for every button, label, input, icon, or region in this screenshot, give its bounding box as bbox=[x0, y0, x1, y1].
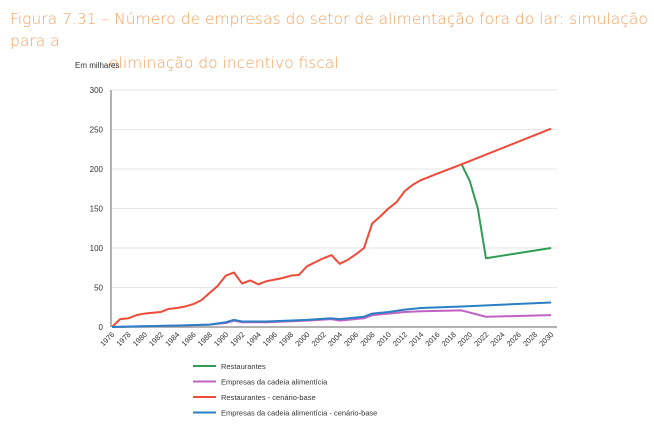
x-tick-label: 2002 bbox=[310, 330, 328, 348]
y-tick-label: 300 bbox=[90, 86, 104, 95]
legend-label: Empresas da cadeia alimentícia - cenário… bbox=[221, 409, 377, 418]
series-line-4 bbox=[111, 301, 552, 328]
x-tick-label: 2004 bbox=[326, 330, 344, 348]
y-tick-label: 0 bbox=[99, 323, 104, 332]
title-line-2: eliminação do incentivo fiscal bbox=[109, 54, 339, 72]
x-tick-label: 1986 bbox=[180, 330, 198, 348]
x-tick-label: 1990 bbox=[212, 330, 230, 348]
y-tick-label: 150 bbox=[90, 205, 104, 214]
x-tick-label: 1996 bbox=[261, 330, 279, 348]
legend-label: Restaurantes bbox=[221, 362, 266, 371]
x-tick-label: 2030 bbox=[537, 330, 555, 348]
y-tick-label: 100 bbox=[90, 244, 104, 253]
y-tick-label: 50 bbox=[94, 284, 103, 293]
x-tick-label: 2022 bbox=[472, 330, 490, 348]
x-tick-label: 1976 bbox=[98, 330, 116, 348]
x-tick-label: 1982 bbox=[147, 330, 165, 348]
x-tick-label: 2006 bbox=[342, 330, 360, 348]
x-tick-label: 1998 bbox=[277, 330, 295, 348]
y-tick-label: 250 bbox=[90, 126, 104, 135]
x-tick-label: 2016 bbox=[423, 330, 441, 348]
x-tick-label: 1980 bbox=[131, 330, 149, 348]
series-line-1 bbox=[460, 163, 552, 260]
x-tick-label: 2020 bbox=[456, 330, 474, 348]
x-tick-label: 2028 bbox=[521, 330, 539, 348]
y-tick-label: 200 bbox=[90, 165, 104, 174]
title-line-1: Figura 7.31 – Número de empresas do seto… bbox=[10, 10, 648, 50]
x-tick-label: 2000 bbox=[293, 330, 311, 348]
figure-title: Figura 7.31 – Número de empresas do seto… bbox=[10, 8, 650, 74]
x-tick-label: 2014 bbox=[407, 330, 425, 348]
x-tick-label: 2026 bbox=[505, 330, 523, 348]
x-tick-label: 1994 bbox=[245, 330, 263, 348]
x-tick-label: 2008 bbox=[358, 330, 376, 348]
legend-label: Empresas da cadeia alimentícia bbox=[221, 378, 328, 387]
x-tick-label: 1992 bbox=[228, 330, 246, 348]
legend-label: Restaurantes - cenário-base bbox=[221, 393, 316, 402]
x-tick-label: 2010 bbox=[375, 330, 393, 348]
x-tick-label: 2024 bbox=[488, 330, 506, 348]
series-line-3 bbox=[111, 127, 552, 328]
x-tick-label: 1988 bbox=[196, 330, 214, 348]
x-tick-label: 1984 bbox=[163, 330, 181, 348]
x-tick-label: 1978 bbox=[115, 330, 133, 348]
y-axis-label: Em milhares bbox=[75, 61, 119, 70]
x-tick-label: 2012 bbox=[391, 330, 409, 348]
x-tick-label: 2018 bbox=[440, 330, 458, 348]
